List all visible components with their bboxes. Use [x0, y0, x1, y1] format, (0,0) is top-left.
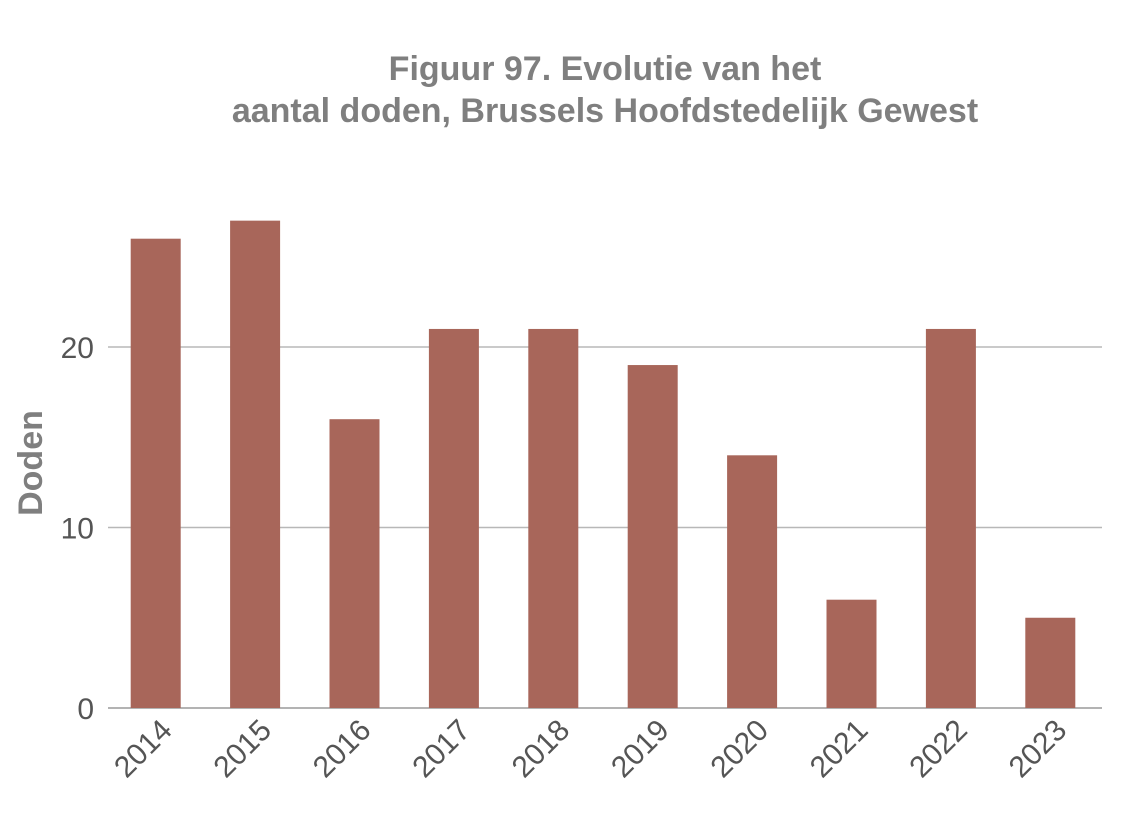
bar-2014 [130, 238, 181, 708]
y-tick-label: 10 [61, 513, 94, 546]
bar-2015 [230, 220, 281, 708]
bar-2016 [329, 419, 380, 708]
bar-2017 [428, 328, 479, 708]
chart-title: Figuur 97. Evolutie van het aantal doden… [232, 50, 978, 130]
y-tick-label: 0 [77, 693, 94, 726]
x-tick-label-2022: 2022 [903, 714, 974, 785]
y-tick-labels: 0 10 20 [61, 332, 94, 726]
bar-2023 [1025, 617, 1076, 708]
x-tick-labels: 2014 2015 2016 2017 2018 2019 2020 2021 2022 2023 [108, 714, 1073, 785]
x-tick-label-2016: 2016 [307, 714, 378, 785]
x-tick-label-2014: 2014 [108, 714, 179, 785]
bar-2019 [627, 365, 678, 708]
x-tick-label-2018: 2018 [506, 714, 577, 785]
x-tick-label-2015: 2015 [208, 714, 279, 785]
bar-2018 [528, 328, 579, 708]
x-tick-label-2020: 2020 [705, 714, 776, 785]
y-tick-label: 20 [61, 332, 94, 365]
x-tick-label-2023: 2023 [1003, 714, 1074, 785]
chart-title-line-1: Figuur 97. Evolutie van het [389, 50, 822, 88]
x-tick-label-2021: 2021 [804, 714, 875, 785]
x-tick-label-2017: 2017 [406, 714, 477, 785]
bar-2021 [826, 599, 877, 708]
bars [130, 220, 1076, 708]
chart-title-line-2: aantal doden, Brussels Hoofdstedelijk Ge… [232, 92, 978, 130]
bar-2022 [925, 328, 976, 708]
y-axis-label: Doden [12, 410, 50, 516]
bar-2020 [727, 455, 778, 708]
x-tick-label-2019: 2019 [605, 714, 676, 785]
